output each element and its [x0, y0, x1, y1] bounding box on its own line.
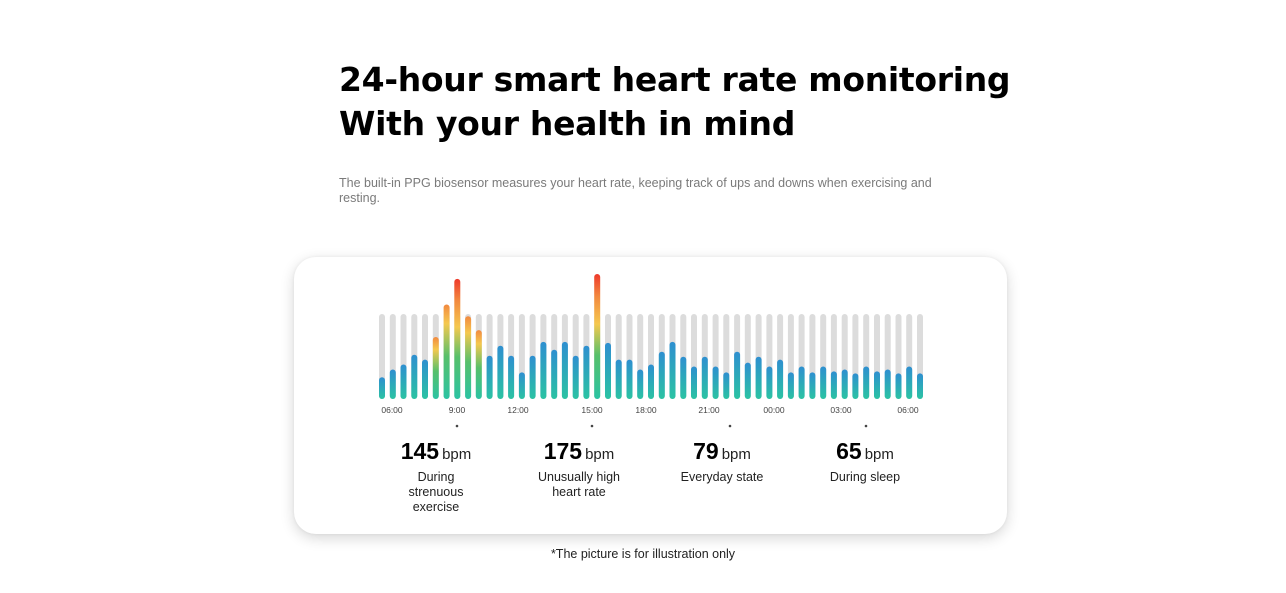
bar — [906, 366, 913, 399]
bar — [529, 355, 536, 399]
bar-series — [379, 274, 923, 399]
bar — [787, 372, 794, 399]
bar — [820, 366, 827, 399]
bar — [572, 355, 579, 399]
bar — [712, 366, 719, 399]
bar — [658, 351, 665, 399]
stat-unit: bpm — [442, 446, 472, 463]
x-tick-label: 03:00 — [830, 405, 852, 415]
bar — [798, 366, 805, 399]
x-tick-label: 06:00 — [897, 405, 919, 415]
illustration-footnote: *The picture is for illustration only — [550, 547, 736, 561]
stat-value: 145 — [400, 438, 440, 464]
bar — [465, 316, 472, 399]
x-tick-label: 21:00 — [698, 405, 720, 415]
stat-pointer-dot — [455, 424, 459, 428]
bar — [895, 373, 902, 399]
bar — [497, 345, 504, 399]
stat-everyday: 79 bpm Everyday state — [647, 437, 797, 485]
bar — [917, 373, 923, 399]
stat-unit: bpm — [864, 446, 894, 463]
bar — [841, 369, 848, 399]
bar — [400, 364, 407, 399]
page-headline: 24-hour smart heart rate monitoring With… — [339, 58, 1059, 146]
heart-rate-card: 06:00 9:00 12:00 15:00 18:00 21:00 00:00 03:00 0… — [294, 257, 1007, 534]
bar — [454, 278, 461, 399]
bar — [389, 369, 396, 399]
bar — [809, 372, 816, 399]
bar — [475, 330, 482, 399]
bar — [755, 356, 762, 399]
bar — [518, 372, 525, 399]
stat-unit: bpm — [585, 446, 615, 463]
bar — [766, 366, 773, 399]
x-axis-ticks: 06:00 9:00 12:00 15:00 18:00 21:00 00:00 03:00 0… — [381, 405, 919, 415]
stat-pointer-dot — [590, 424, 594, 428]
bar — [379, 377, 385, 399]
bar — [830, 371, 837, 399]
bar — [669, 341, 676, 399]
bar — [734, 351, 741, 399]
stat-value: 65 — [836, 438, 862, 464]
x-tick-label: 06:00 — [381, 405, 403, 415]
bar — [615, 359, 622, 399]
bar — [583, 345, 590, 399]
stat-pointer-dot — [864, 424, 868, 428]
bar — [701, 356, 708, 399]
stat-label: Unusually high heart rate — [538, 470, 620, 499]
bar — [432, 337, 439, 399]
stat-pointer-dots — [455, 424, 868, 428]
bar — [723, 372, 730, 399]
bar — [422, 359, 428, 399]
bar — [884, 369, 891, 399]
stat-sleep: 65 bpm During sleep — [790, 437, 940, 485]
x-tick-label: 12:00 — [507, 405, 529, 415]
stat-pointer-dot — [728, 424, 732, 428]
bar — [443, 304, 450, 399]
stat-high-rate: 175 bpm Unusually high heart rate — [504, 437, 654, 500]
bar — [691, 366, 697, 399]
stat-unit: bpm — [721, 446, 751, 463]
bar — [626, 359, 633, 399]
bar — [605, 342, 611, 399]
headline-line-2: With your health in mind — [339, 104, 796, 143]
bar — [874, 371, 880, 399]
feature-description: The built-in PPG biosensor measures your… — [339, 176, 932, 205]
bar — [486, 355, 493, 399]
headline-line-1: 24-hour smart heart rate monitoring — [339, 60, 1011, 99]
stat-label: During sleep — [829, 470, 901, 484]
bar — [508, 355, 515, 399]
bar — [551, 349, 558, 399]
stat-exercise: 145 bpm During strenuous exercise — [361, 437, 511, 515]
bar — [637, 369, 644, 399]
x-tick-label: 18:00 — [635, 405, 657, 415]
x-tick-label: 00:00 — [763, 405, 785, 415]
bar — [852, 373, 859, 399]
bar — [744, 362, 751, 399]
bar — [648, 364, 654, 399]
stat-label: During strenuous exercise — [408, 470, 464, 514]
bar — [561, 341, 568, 399]
bar — [540, 341, 547, 399]
bar — [777, 359, 784, 399]
bar — [863, 366, 870, 399]
x-tick-label: 9:00 — [449, 405, 466, 415]
heart-rate-chart: 06:00 9:00 12:00 15:00 18:00 21:00 00:00 03:00 0… — [379, 274, 923, 428]
stat-value: 79 — [693, 438, 719, 464]
stat-value: 175 — [543, 438, 583, 464]
stat-label: Everyday state — [680, 470, 764, 484]
stats-row: 145 bpm During strenuous exercise 175 bpm … — [294, 437, 1007, 527]
x-tick-label: 15:00 — [581, 405, 603, 415]
bar — [594, 274, 601, 399]
bar — [680, 356, 687, 399]
bar — [411, 354, 418, 399]
